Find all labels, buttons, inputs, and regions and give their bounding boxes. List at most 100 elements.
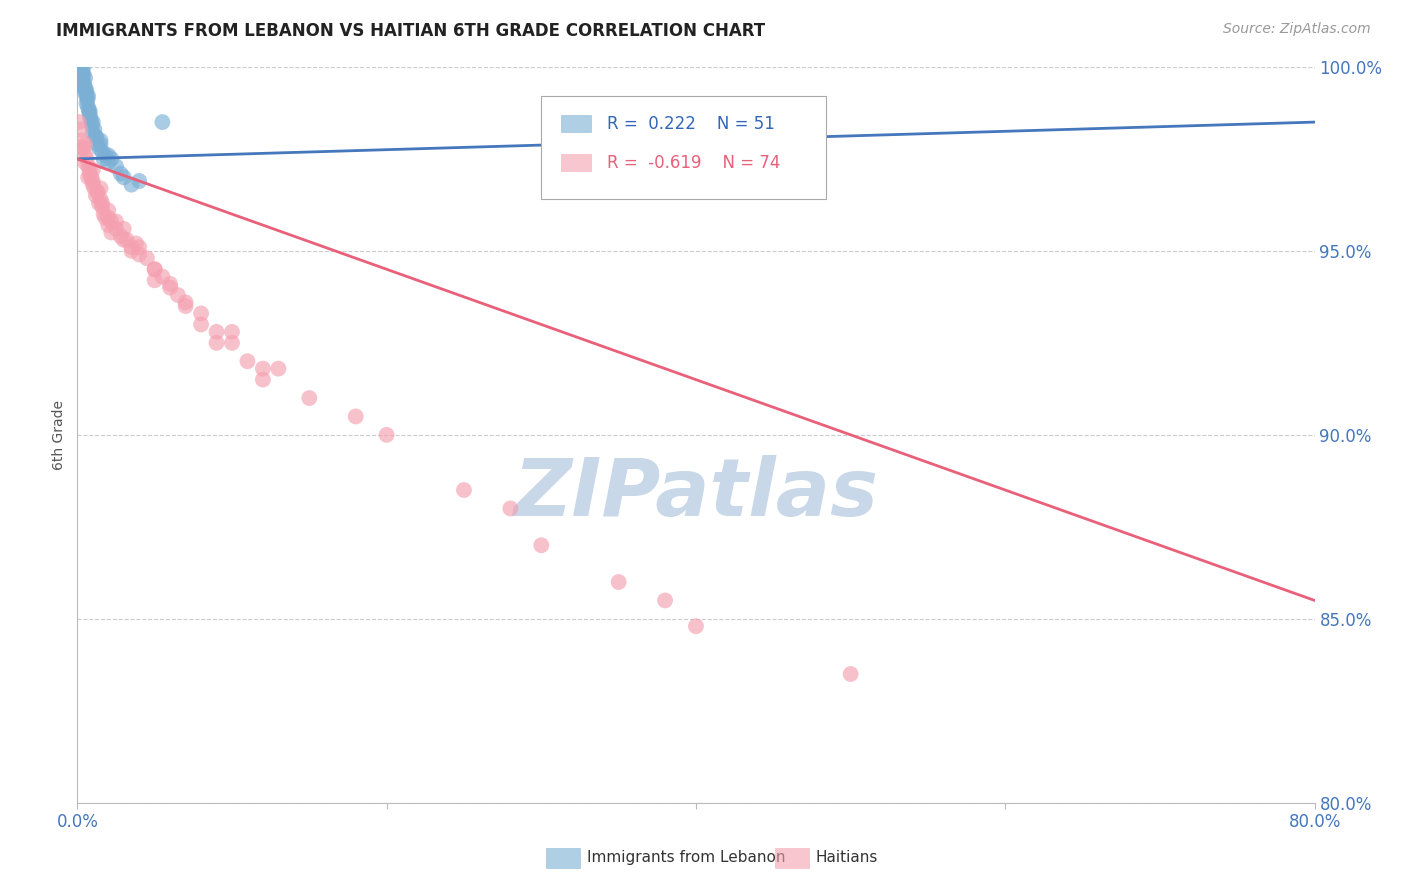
Point <box>128 174 150 188</box>
Point <box>70 70 93 85</box>
Point <box>69 60 91 74</box>
Text: ZIPatlas: ZIPatlas <box>513 455 879 533</box>
Point <box>75 70 96 85</box>
Point <box>90 133 111 147</box>
Point <box>87 196 110 211</box>
Point <box>69 60 91 74</box>
Point <box>72 60 94 74</box>
Point <box>79 112 101 126</box>
Point <box>94 148 117 162</box>
Point <box>75 82 96 96</box>
Point <box>72 67 94 81</box>
Point <box>97 155 120 169</box>
Point <box>77 159 100 173</box>
Point <box>70 63 93 78</box>
FancyBboxPatch shape <box>775 847 808 868</box>
Point <box>77 100 100 114</box>
Point <box>75 82 97 96</box>
Point <box>79 108 101 122</box>
Point <box>105 159 127 173</box>
Point <box>90 181 111 195</box>
Text: Immigrants from Lebanon: Immigrants from Lebanon <box>588 850 786 864</box>
Point <box>100 226 122 240</box>
Point <box>69 67 91 81</box>
Point <box>93 152 115 166</box>
Point <box>344 409 367 424</box>
Point <box>121 240 143 254</box>
Point <box>143 273 166 287</box>
Point <box>76 152 98 166</box>
Point <box>100 214 122 228</box>
Point <box>453 483 475 497</box>
Point <box>97 218 120 232</box>
Point <box>79 162 101 177</box>
Point <box>121 178 143 192</box>
Point <box>86 137 108 152</box>
Text: Source: ZipAtlas.com: Source: ZipAtlas.com <box>1223 22 1371 37</box>
Point <box>91 145 114 159</box>
Point <box>80 115 103 129</box>
Text: Haitians: Haitians <box>815 850 879 864</box>
Point <box>87 141 110 155</box>
Point <box>136 252 159 266</box>
Point <box>839 667 862 681</box>
Point <box>121 244 143 258</box>
Point <box>530 538 553 552</box>
Point <box>91 200 114 214</box>
Point <box>80 170 103 185</box>
Point <box>375 427 398 442</box>
Point <box>83 181 105 195</box>
Point <box>70 141 93 155</box>
Point <box>72 74 94 88</box>
Point <box>84 129 107 144</box>
Text: R =  -0.619    N = 74: R = -0.619 N = 74 <box>607 153 780 171</box>
Point <box>84 129 107 144</box>
Point <box>76 93 98 107</box>
Point <box>205 335 228 350</box>
Point <box>75 155 96 169</box>
Text: R =  0.222    N = 51: R = 0.222 N = 51 <box>607 114 775 133</box>
Point <box>252 373 274 387</box>
Point <box>100 152 122 166</box>
Point <box>79 103 101 118</box>
Point <box>91 196 114 211</box>
Point <box>72 67 94 81</box>
FancyBboxPatch shape <box>561 153 591 171</box>
Point <box>94 211 117 225</box>
Point <box>143 262 166 277</box>
Point <box>77 103 100 118</box>
Point <box>86 185 108 199</box>
Point <box>112 221 135 235</box>
Point <box>174 299 197 313</box>
Point <box>236 354 259 368</box>
Point <box>69 122 91 136</box>
Point <box>67 115 90 129</box>
Point <box>90 192 111 206</box>
Y-axis label: 6th Grade: 6th Grade <box>52 400 66 470</box>
Point <box>77 89 100 103</box>
Point <box>499 501 522 516</box>
Point <box>84 188 107 202</box>
Point <box>221 325 243 339</box>
Point <box>76 86 98 100</box>
Point <box>67 60 90 74</box>
Point <box>607 574 630 589</box>
Point <box>79 167 101 181</box>
Point <box>77 170 100 185</box>
Point <box>174 295 197 310</box>
Point <box>97 203 120 218</box>
Point <box>97 148 120 162</box>
Point <box>97 211 120 225</box>
Point <box>70 78 93 93</box>
Point <box>93 207 115 221</box>
Point <box>110 229 132 244</box>
Point <box>125 236 148 251</box>
FancyBboxPatch shape <box>561 115 591 132</box>
Point <box>298 391 321 405</box>
FancyBboxPatch shape <box>547 847 579 868</box>
Point <box>70 133 93 147</box>
Point <box>190 318 212 332</box>
Point <box>105 221 127 235</box>
Point <box>115 233 138 247</box>
Point <box>112 170 135 185</box>
